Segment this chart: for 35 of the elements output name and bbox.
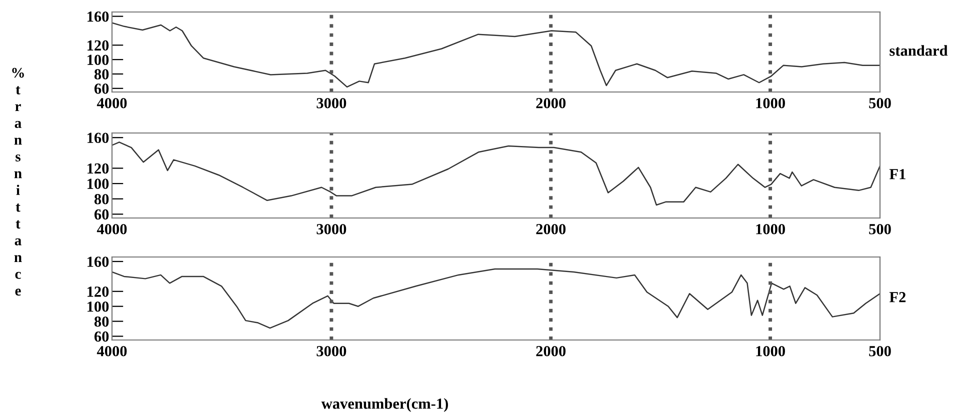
- y-tick-label: 60: [94, 209, 109, 220]
- y-tick-label: 100: [88, 301, 109, 312]
- y-tick-label: 100: [88, 54, 109, 66]
- x-tick-label: 500: [869, 98, 891, 108]
- y-tick-label: 60: [94, 331, 109, 342]
- y-tick-label: 120: [88, 286, 109, 297]
- y-tick-label: 160: [88, 132, 109, 144]
- x-tick-label: 1000: [756, 98, 785, 108]
- text: F1: [889, 169, 906, 180]
- y-tick-label: 120: [88, 40, 109, 51]
- x-tick-label: 2000: [536, 346, 566, 356]
- x-axis-title: wavenumber(cm-1): [321, 398, 448, 412]
- y-tick-label: 160: [88, 256, 109, 267]
- x-tick-label: 3000: [316, 98, 346, 108]
- x-tick-label: 3000: [316, 224, 346, 234]
- y-tick-label: 80: [94, 69, 109, 80]
- y-tick-label: 120: [88, 163, 109, 174]
- x-tick-label: 500: [869, 346, 891, 356]
- text: F2: [889, 292, 906, 302]
- y-tick-label: 80: [94, 194, 109, 204]
- y-tick-label: 160: [88, 11, 109, 22]
- text: standard: [890, 45, 948, 56]
- x-tick-label: 2000: [536, 98, 566, 108]
- text: %transnittance: [12, 68, 24, 296]
- x-tick-label: 1000: [756, 224, 785, 234]
- x-tick-label: 2000: [536, 224, 566, 234]
- x-tick-label: 3000: [316, 346, 346, 356]
- x-tick-label: 4000: [96, 98, 127, 108]
- y-tick-label: 60: [94, 84, 109, 94]
- x-tick-label: 4000: [96, 346, 127, 356]
- x-tick-label: 4000: [96, 224, 127, 234]
- x-tick-label: 1000: [756, 346, 785, 356]
- y-tick-label: 100: [88, 178, 109, 189]
- y-tick-label: 80: [94, 316, 109, 327]
- x-tick-label: 500: [869, 224, 891, 234]
